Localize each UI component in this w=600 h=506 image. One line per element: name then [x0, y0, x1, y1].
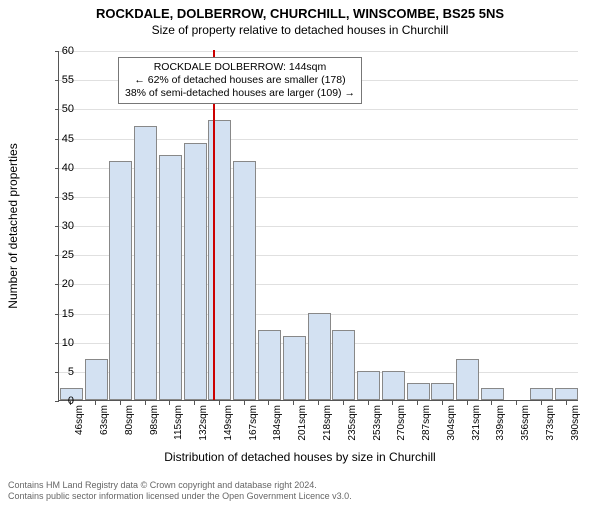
y-tick-label: 30 [44, 220, 74, 232]
x-tick-mark [219, 401, 220, 405]
y-tick-label: 45 [44, 133, 74, 145]
y-tick-label: 40 [44, 162, 74, 174]
x-tick-label: 201sqm [297, 405, 308, 441]
y-axis-label: Number of detached properties [6, 143, 20, 308]
annotation-line3: 38% of semi-detached houses are larger (… [125, 87, 355, 100]
x-tick-mark [318, 401, 319, 405]
x-tick-mark [541, 401, 542, 405]
x-tick-mark [95, 401, 96, 405]
footer-line2: Contains public sector information licen… [8, 491, 352, 502]
histogram-bar [332, 330, 355, 400]
x-tick-label: 235sqm [347, 405, 358, 441]
title-sub: Size of property relative to detached ho… [0, 23, 600, 37]
y-tick-label: 0 [44, 395, 74, 407]
x-tick-mark [169, 401, 170, 405]
x-tick-mark [145, 401, 146, 405]
x-tick-label: 218sqm [322, 405, 333, 441]
histogram-bar [184, 143, 207, 400]
x-tick-mark [293, 401, 294, 405]
x-tick-label: 321sqm [471, 405, 482, 441]
annotation-box: ROCKDALE DOLBERROW: 144sqm ← 62% of deta… [118, 57, 362, 104]
x-axis-label: Distribution of detached houses by size … [0, 450, 600, 464]
y-tick-label: 25 [44, 249, 74, 261]
y-tick-label: 55 [44, 74, 74, 86]
x-tick-label: 304sqm [446, 405, 457, 441]
x-tick-label: 63sqm [99, 405, 110, 435]
histogram-bar [159, 155, 182, 400]
x-tick-label: 339sqm [495, 405, 506, 441]
x-tick-label: 98sqm [149, 405, 160, 435]
histogram-bar [481, 388, 504, 400]
histogram-bar [382, 371, 405, 400]
x-tick-mark [368, 401, 369, 405]
x-tick-label: 287sqm [421, 405, 432, 441]
x-tick-label: 132sqm [198, 405, 209, 441]
x-tick-label: 46sqm [74, 405, 85, 435]
grid-line [59, 51, 578, 52]
histogram-bar [283, 336, 306, 400]
y-tick-label: 50 [44, 103, 74, 115]
y-tick-label: 15 [44, 308, 74, 320]
y-tick-label: 5 [44, 366, 74, 378]
x-tick-mark [194, 401, 195, 405]
x-tick-mark [417, 401, 418, 405]
chart-area: ROCKDALE DOLBERROW: 144sqm ← 62% of deta… [58, 51, 578, 401]
x-tick-label: 390sqm [570, 405, 581, 441]
x-tick-label: 373sqm [545, 405, 556, 441]
annotation-line2: ← 62% of detached houses are smaller (17… [125, 74, 355, 87]
x-tick-mark [392, 401, 393, 405]
footer: Contains HM Land Registry data © Crown c… [8, 480, 352, 502]
histogram-bar [357, 371, 380, 400]
histogram-bar [555, 388, 578, 400]
histogram-bar [109, 161, 132, 400]
y-tick-label: 60 [44, 45, 74, 57]
histogram-bar [530, 388, 553, 400]
title-main: ROCKDALE, DOLBERROW, CHURCHILL, WINSCOMB… [0, 6, 600, 21]
x-tick-mark [244, 401, 245, 405]
x-tick-label: 80sqm [124, 405, 135, 435]
histogram-bar [85, 359, 108, 400]
histogram-bar [431, 383, 454, 401]
y-tick-label: 10 [44, 337, 74, 349]
x-tick-label: 115sqm [173, 405, 184, 440]
x-tick-mark [120, 401, 121, 405]
x-tick-mark [516, 401, 517, 405]
histogram-bar [308, 313, 331, 401]
x-tick-label: 167sqm [248, 405, 259, 441]
footer-line1: Contains HM Land Registry data © Crown c… [8, 480, 352, 491]
x-tick-mark [343, 401, 344, 405]
y-tick-label: 20 [44, 278, 74, 290]
histogram-bar [456, 359, 479, 400]
x-tick-label: 253sqm [372, 405, 383, 441]
histogram-bar [233, 161, 256, 400]
x-tick-mark [442, 401, 443, 405]
x-tick-label: 149sqm [223, 405, 234, 441]
annotation-line1: ROCKDALE DOLBERROW: 144sqm [125, 61, 355, 74]
x-tick-mark [491, 401, 492, 405]
histogram-bar [258, 330, 281, 400]
x-tick-mark [467, 401, 468, 405]
histogram-bar [407, 383, 430, 401]
x-tick-label: 184sqm [272, 405, 283, 441]
x-tick-mark [566, 401, 567, 405]
grid-line [59, 109, 578, 110]
y-tick-label: 35 [44, 191, 74, 203]
x-tick-label: 270sqm [396, 405, 407, 441]
x-tick-label: 356sqm [520, 405, 531, 441]
x-tick-mark [268, 401, 269, 405]
histogram-bar [134, 126, 157, 400]
